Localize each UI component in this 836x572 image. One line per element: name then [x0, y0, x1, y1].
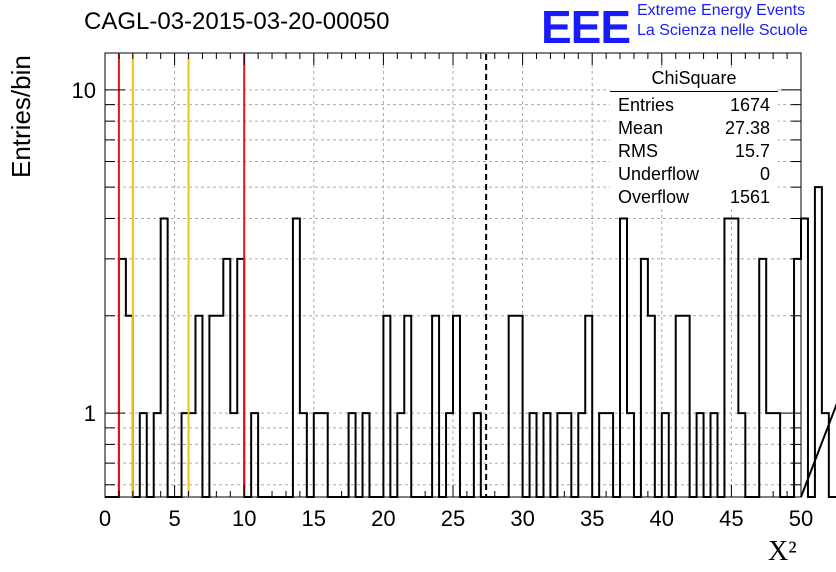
stats-value: 0 [759, 164, 770, 184]
stats-label: Mean [618, 118, 664, 138]
stats-row-underflow: Underflow 0 [610, 163, 778, 186]
x-tick-label: 50 [789, 506, 813, 531]
x-tick-label: 30 [510, 506, 534, 531]
x-tick-label: 0 [99, 506, 111, 531]
stats-label: Underflow [618, 164, 700, 184]
y-tick-label: 10 [72, 78, 96, 103]
axes: 0 5 10 15 20 25 30 35 40 45 50 1 10 [72, 53, 813, 531]
stats-title: ChiSquare [610, 68, 778, 92]
y-axis-label: Entries/bin [6, 55, 36, 178]
stats-row-overflow: Overflow 1561 [610, 186, 778, 209]
stats-value: 15.7 [734, 141, 770, 161]
stats-label: RMS [618, 141, 658, 161]
logo-caption-line2: La Scienza nelle Scuole [637, 22, 808, 39]
x-tick-label: 15 [302, 506, 326, 531]
stats-box: ChiSquare Entries 1674 Mean 27.38 RMS 15… [610, 68, 778, 209]
x-tick-label: 20 [371, 506, 395, 531]
stats-value: 1561 [729, 187, 770, 207]
logo-caption-line1: Extreme Energy Events [637, 2, 806, 19]
stats-label: Overflow [618, 187, 690, 207]
x-tick-label: 40 [650, 506, 674, 531]
histogram-outline [105, 186, 836, 498]
stats-value: 1674 [729, 95, 770, 115]
x-tick-label: 45 [719, 506, 743, 531]
stats-label: Entries [618, 95, 675, 115]
x-tick-label: 5 [168, 506, 180, 531]
y-tick-label: 1 [84, 401, 96, 426]
x-axis-label: X² [768, 536, 797, 567]
plot-title: CAGL-03-2015-03-20-00050 [84, 8, 390, 35]
stats-row-mean: Mean 27.38 [610, 117, 778, 140]
eee-logo: EEE [541, 1, 631, 53]
x-tick-label: 25 [441, 506, 465, 531]
histogram-bars [105, 186, 836, 498]
stats-row-entries: Entries 1674 [610, 94, 778, 117]
stats-row-rms: RMS 15.7 [610, 140, 778, 163]
x-tick-label: 10 [232, 506, 256, 531]
reference-lines [117, 54, 488, 497]
stats-value: 27.38 [724, 118, 770, 138]
x-tick-label: 35 [580, 506, 604, 531]
